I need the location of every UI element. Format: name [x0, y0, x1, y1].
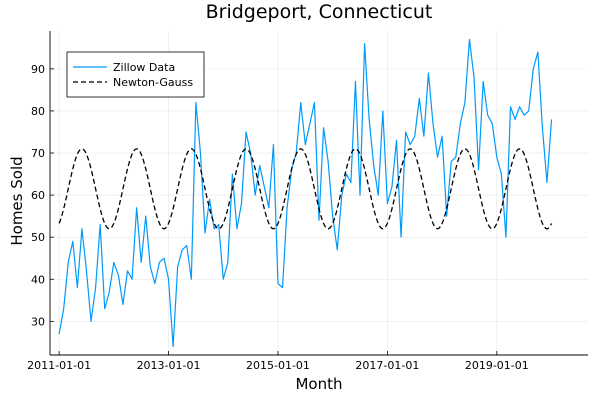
x-axis-title: Month: [295, 375, 342, 393]
y-axis-title: Homes Sold: [8, 156, 26, 245]
x-tick-label: 2019-01-01: [465, 359, 529, 372]
y-tick-label: 60: [31, 189, 45, 202]
plot-area: [58, 38, 553, 348]
x-tick-label: 2015-01-01: [246, 359, 310, 372]
x-tick-label: 2013-01-01: [137, 359, 201, 372]
legend-label-zillow: Zillow Data: [113, 61, 175, 74]
y-tick-labels: 30 40 50 60 70 80 90: [31, 63, 45, 328]
y-tick-label: 90: [31, 63, 45, 76]
legend: Zillow Data Newton-Gauss: [66, 51, 205, 98]
x-tick-label: 2017-01-01: [355, 359, 419, 372]
y-tick-label: 70: [31, 147, 45, 160]
y-tick-label: 40: [31, 273, 45, 286]
series-line-newton-gauss: [58, 148, 553, 230]
axes: [49, 31, 588, 356]
x-tick-label: 2011-01-01: [27, 359, 91, 372]
legend-box: [66, 51, 205, 98]
y-tick-label: 50: [31, 231, 45, 244]
legend-label-newton-gauss: Newton-Gauss: [113, 76, 193, 89]
x-tick-labels: 2011-01-01 2013-01-01 2015-01-01 2017-01-01…: [27, 359, 529, 372]
series-line-zillow-data: [58, 38, 553, 348]
y-tick-label: 30: [31, 315, 45, 328]
chart-title: Bridgeport, Connecticut: [206, 1, 433, 23]
y-tick-label: 80: [31, 105, 45, 118]
